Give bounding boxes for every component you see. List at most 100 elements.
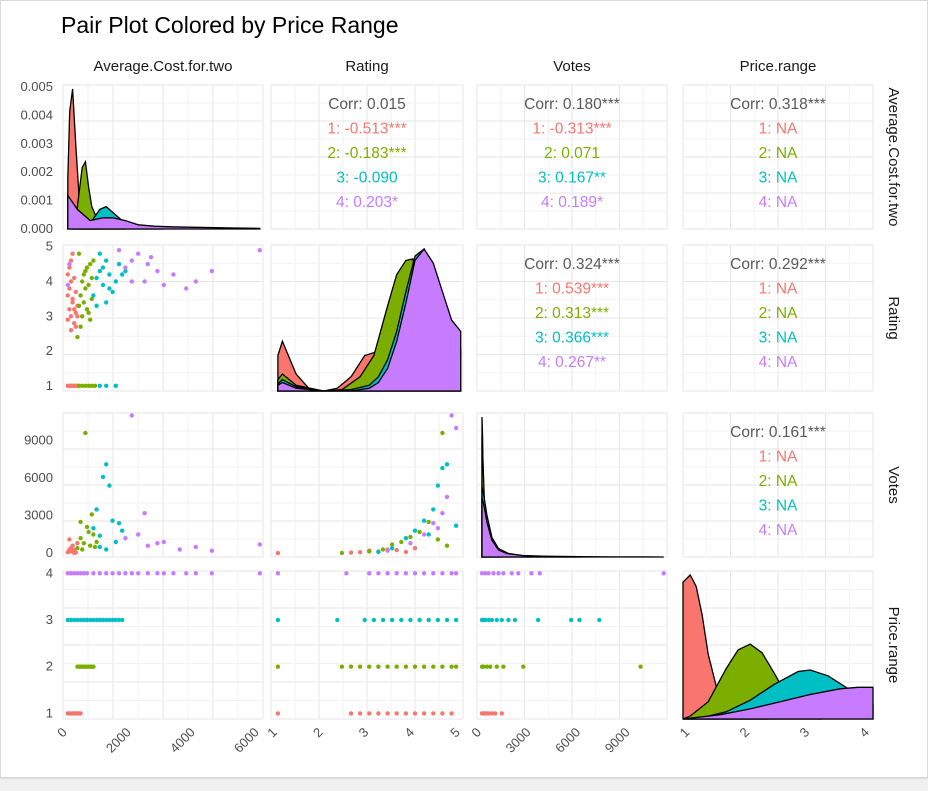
corr-group-3: 3: NA xyxy=(759,170,798,187)
scatter-point-group-4 xyxy=(367,571,372,576)
scatter-rating_votes xyxy=(275,413,459,556)
scatter-point-group-3 xyxy=(417,617,422,623)
scatter-point-group-2 xyxy=(481,664,486,669)
scatter-point-group-4 xyxy=(385,571,390,576)
scatter-point-group-1 xyxy=(75,314,80,319)
x-tick-Average.Cost.for.two: 6000 xyxy=(231,725,262,756)
scatter-point-group-1 xyxy=(73,310,79,315)
scatter-point-group-2 xyxy=(89,296,95,302)
scatter-point-group-1 xyxy=(385,711,390,716)
scatter-point-group-3 xyxy=(412,528,418,533)
scatter-point-group-1 xyxy=(75,541,80,546)
scatter-point-group-3 xyxy=(403,536,409,541)
panel-3-2 xyxy=(476,570,668,720)
panel-2-0 xyxy=(62,412,264,558)
scatter-point-group-2 xyxy=(408,534,413,540)
scatter-point-group-3 xyxy=(335,617,340,623)
scatter-point-group-2 xyxy=(339,550,345,556)
scatter-point-group-3 xyxy=(113,617,119,623)
scatter-point-group-4 xyxy=(65,571,71,576)
panel-0-1 xyxy=(270,84,464,230)
scatter-point-group-2 xyxy=(431,664,436,669)
scatter-cost_price xyxy=(65,571,262,716)
scatter-point-group-3 xyxy=(431,507,436,512)
x-tick-Average.Cost.for.two: 4000 xyxy=(167,725,198,756)
scatter-point-group-4 xyxy=(65,282,71,288)
scatter-point-group-4 xyxy=(161,571,166,576)
y-tick-Price.range: 2 xyxy=(46,659,53,674)
corr-group-2: 2: NA xyxy=(759,145,798,162)
scatter-point-group-3 xyxy=(97,544,103,550)
scatter-point-group-3 xyxy=(107,483,112,488)
scatter-point-group-2 xyxy=(76,303,82,308)
scatter-point-group-3 xyxy=(113,279,119,284)
y-tick-Votes: 6000 xyxy=(24,470,53,485)
scatter-point-group-2 xyxy=(444,543,450,548)
scatter-point-group-4 xyxy=(661,571,666,576)
scatter-point-group-4 xyxy=(129,571,134,576)
scatter-point-group-2 xyxy=(385,664,390,669)
scatter-point-group-2 xyxy=(440,664,445,669)
scatter-point-group-4 xyxy=(104,571,109,576)
scatter-point-group-2 xyxy=(403,664,409,669)
scatter-point-group-1 xyxy=(357,711,363,716)
scatter-point-group-1 xyxy=(70,251,75,256)
pair-plot: Pair Plot Colored by Price Range Average… xyxy=(20,12,902,756)
scatter-point-group-3 xyxy=(104,300,109,305)
scatter-point-group-3 xyxy=(97,251,103,256)
scatter-point-group-2 xyxy=(339,664,345,669)
scatter-point-group-3 xyxy=(97,383,103,388)
scatter-point-group-4 xyxy=(421,571,427,576)
corr-overall: Corr: 0.318*** xyxy=(730,96,826,113)
scatter-point-group-1 xyxy=(72,550,77,556)
scatter-point-group-3 xyxy=(399,617,404,623)
scatter-point-group-4 xyxy=(449,571,454,576)
scatter-point-group-3 xyxy=(512,617,518,623)
x-tick-Rating: 2 xyxy=(310,725,326,741)
strip-right-Average.Cost.for.two: Average.Cost.for.two xyxy=(885,88,902,227)
scatter-point-group-2 xyxy=(348,664,354,669)
scatter-point-group-3 xyxy=(116,521,122,526)
y-tick-Price.range: 3 xyxy=(46,612,53,627)
density-Average.Cost.for.two-group-4 xyxy=(67,193,261,230)
scatter-point-group-4 xyxy=(440,571,445,576)
y-tick-Votes: 9000 xyxy=(24,433,53,448)
scatter-point-group-1 xyxy=(403,549,409,555)
scatter-point-group-4 xyxy=(209,571,214,576)
scatter-point-group-4 xyxy=(444,494,450,500)
scatter-point-group-1 xyxy=(78,711,83,716)
corr-group-3: 3: NA xyxy=(759,330,798,347)
scatter-point-group-2 xyxy=(78,519,83,525)
scatter-point-group-2 xyxy=(399,539,404,545)
panel-2-1 xyxy=(270,412,464,558)
scatter-point-group-2 xyxy=(94,539,99,545)
scatter-point-group-4 xyxy=(161,539,166,545)
scatter-point-group-3 xyxy=(453,523,459,528)
y-tick-Rating: 5 xyxy=(46,239,53,254)
corr-overall: Corr: 0.292*** xyxy=(730,256,826,273)
strip-right-Price.range: Price.range xyxy=(885,607,902,684)
scatter-point-group-4 xyxy=(385,548,390,553)
scatter-point-group-1 xyxy=(431,711,436,716)
corr-group-1: 1: NA xyxy=(759,281,798,298)
scatter-point-group-3 xyxy=(371,617,377,623)
scatter-point-group-2 xyxy=(89,275,95,281)
scatter-point-group-4 xyxy=(145,261,150,267)
scatter-point-group-3 xyxy=(94,507,99,512)
scatter-point-group-4 xyxy=(421,532,427,537)
scatter-point-group-4 xyxy=(116,248,122,253)
corr-group-3: 3: NA xyxy=(759,498,798,515)
scatter-point-group-4 xyxy=(453,571,459,576)
panel-1-3 xyxy=(682,244,874,392)
scatter-point-group-4 xyxy=(123,265,128,270)
scatter-point-group-3 xyxy=(65,617,71,623)
scatter-point-group-4 xyxy=(116,571,122,576)
scatter-point-group-1 xyxy=(67,286,72,291)
x-tick-Votes: 3000 xyxy=(503,725,534,756)
corr-group-3: 3: -0.090 xyxy=(336,170,398,187)
panel-2-3 xyxy=(682,412,874,558)
panel-0-3 xyxy=(682,84,874,230)
y-tick-Price.range: 4 xyxy=(46,565,53,580)
scatter-point-group-2 xyxy=(376,664,381,669)
